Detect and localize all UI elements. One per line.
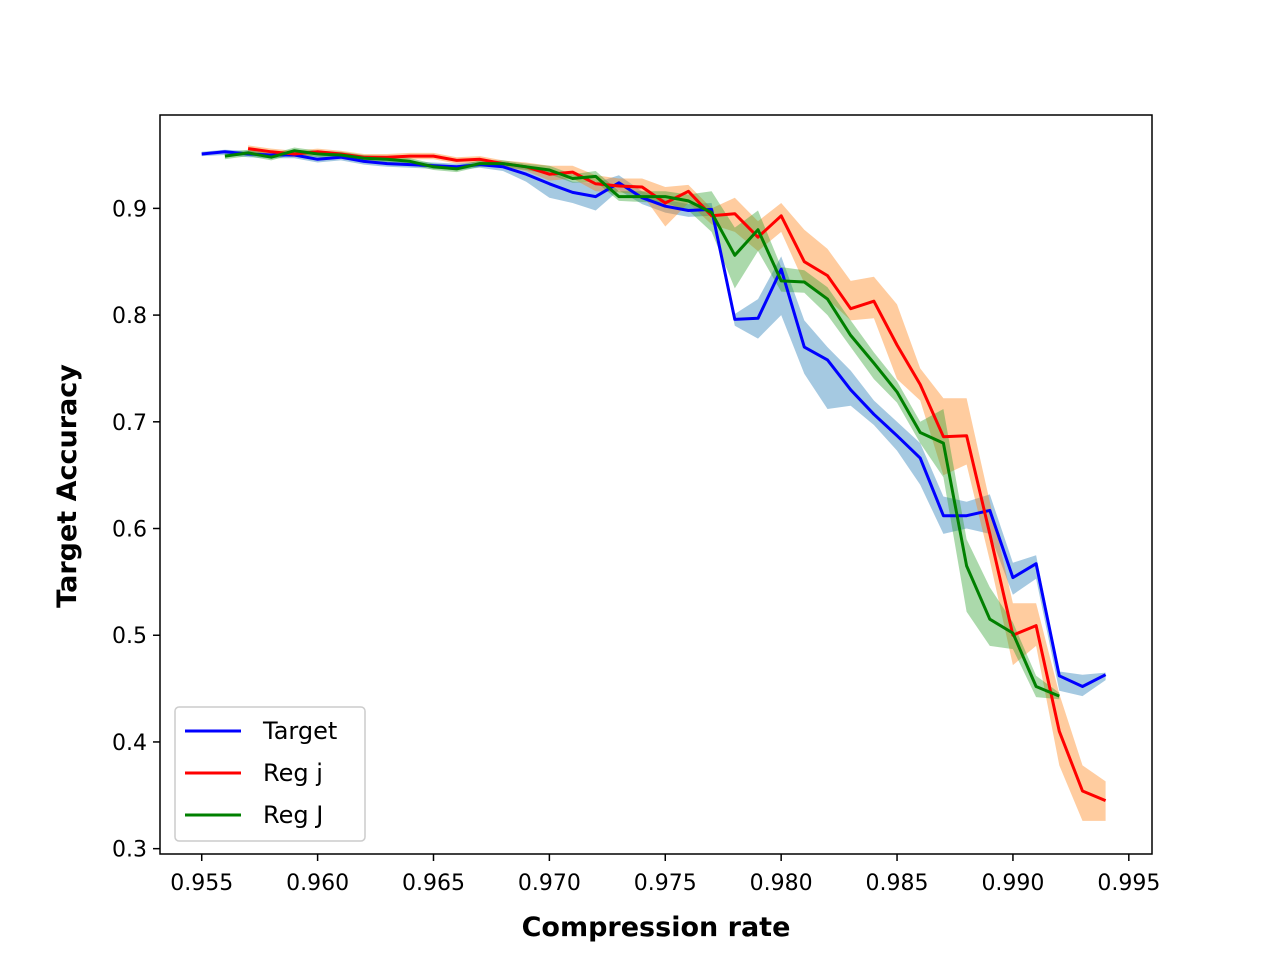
line-reg-j2 [247, 147, 1107, 802]
x-tick-label: 0.990 [981, 871, 1044, 896]
band-reg-j2 [248, 145, 1106, 821]
y-axis-ticks: 0.3 0.4 0.5 0.6 0.7 0.8 0.9 [112, 197, 160, 863]
x-tick-label: 0.955 [170, 871, 233, 896]
x-tick-label: 0.970 [518, 871, 581, 896]
y-tick-label: 0.5 [112, 624, 147, 649]
x-axis-label: Compression rate [522, 912, 791, 943]
x-tick-label: 0.965 [402, 871, 465, 896]
x-tick-label: 0.985 [866, 871, 929, 896]
y-tick-label: 0.7 [112, 411, 147, 436]
x-tick-label: 0.975 [634, 871, 697, 896]
line-reg-j3 [224, 149, 1060, 698]
x-tick-label: 0.980 [750, 871, 813, 896]
y-tick-label: 0.8 [112, 304, 147, 329]
y-tick-label: 0.9 [112, 197, 147, 222]
x-tick-label: 0.995 [1097, 871, 1160, 896]
y-tick-label: 0.4 [112, 731, 147, 756]
y-tick-label: 0.6 [112, 518, 147, 543]
plot-frame [159, 114, 1153, 855]
legend-label: Target [262, 717, 337, 745]
x-tick-label: 0.960 [286, 871, 349, 896]
legend: Target Reg j Reg J [174, 706, 366, 842]
series-lines [201, 147, 1107, 802]
y-axis-label: Target Accuracy [52, 364, 83, 608]
legend-label: Reg J [263, 801, 323, 829]
y-tick-label: 0.3 [112, 838, 147, 863]
band-reg-j3 [224, 147, 1060, 700]
legend-box [174, 706, 366, 842]
line-target1 [201, 150, 1107, 688]
x-axis-ticks: 0.955 0.960 0.965 0.970 0.975 0.980 0.985 0.990… [170, 854, 1160, 896]
confidence-bands [201, 145, 1106, 821]
legend-label: Reg j [263, 759, 323, 787]
